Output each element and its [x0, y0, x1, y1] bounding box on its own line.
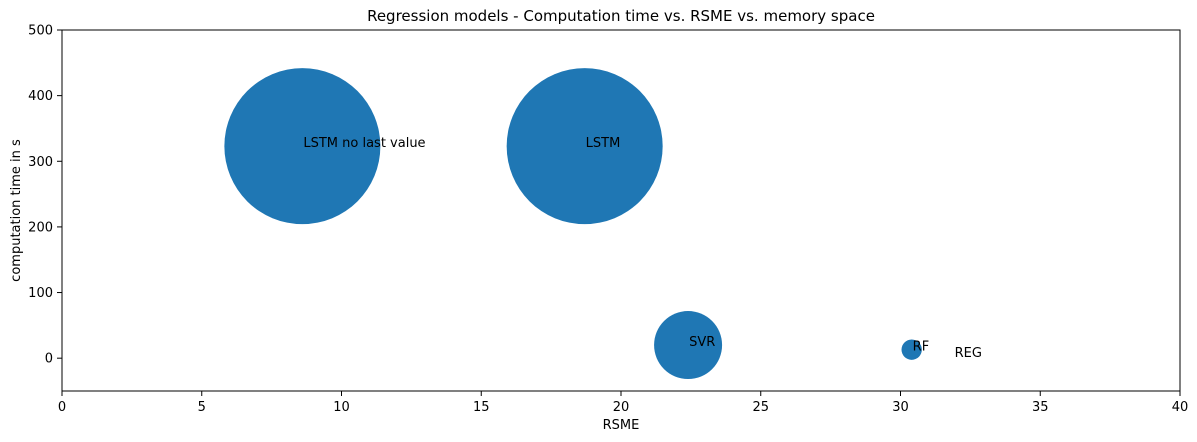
point-label-svr: SVR — [689, 335, 715, 350]
point-lstm-no-last-value — [224, 68, 381, 225]
point-svr — [654, 311, 723, 380]
x-tick-label: 10 — [333, 400, 350, 415]
y-tick-label: 200 — [28, 220, 53, 235]
x-tick-label: 30 — [892, 400, 909, 415]
y-tick-label: 500 — [28, 24, 53, 39]
x-tick-label: 5 — [198, 400, 206, 415]
labels-layer: LSTM no last value LSTM SVR RF REG — [303, 136, 982, 361]
x-tick-label: 25 — [752, 400, 769, 415]
point-label-rf: RF — [913, 340, 930, 355]
x-tick-label: 35 — [1032, 400, 1049, 415]
x-tick-label: 20 — [613, 400, 630, 415]
y-tick-label: 100 — [28, 286, 53, 301]
x-tick-label: 15 — [473, 400, 490, 415]
y-axis-label: computation time in s — [9, 139, 24, 282]
y-tick-label: 0 — [45, 352, 53, 367]
point-label-lstm-no-last-value: LSTM no last value — [303, 136, 425, 151]
point-label-lstm: LSTM — [586, 136, 621, 151]
y-tick-label: 300 — [28, 155, 53, 170]
chart-title: Regression models - Computation time vs.… — [367, 7, 875, 25]
y-tick-label: 400 — [28, 89, 53, 104]
point-label-reg: REG — [955, 346, 982, 361]
point-rf — [901, 339, 922, 360]
x-tick-label: 0 — [58, 400, 66, 415]
points-layer — [224, 68, 922, 380]
x-axis-label: RSME — [603, 418, 640, 433]
point-lstm — [506, 68, 663, 225]
x-tick-label: 40 — [1172, 400, 1189, 415]
